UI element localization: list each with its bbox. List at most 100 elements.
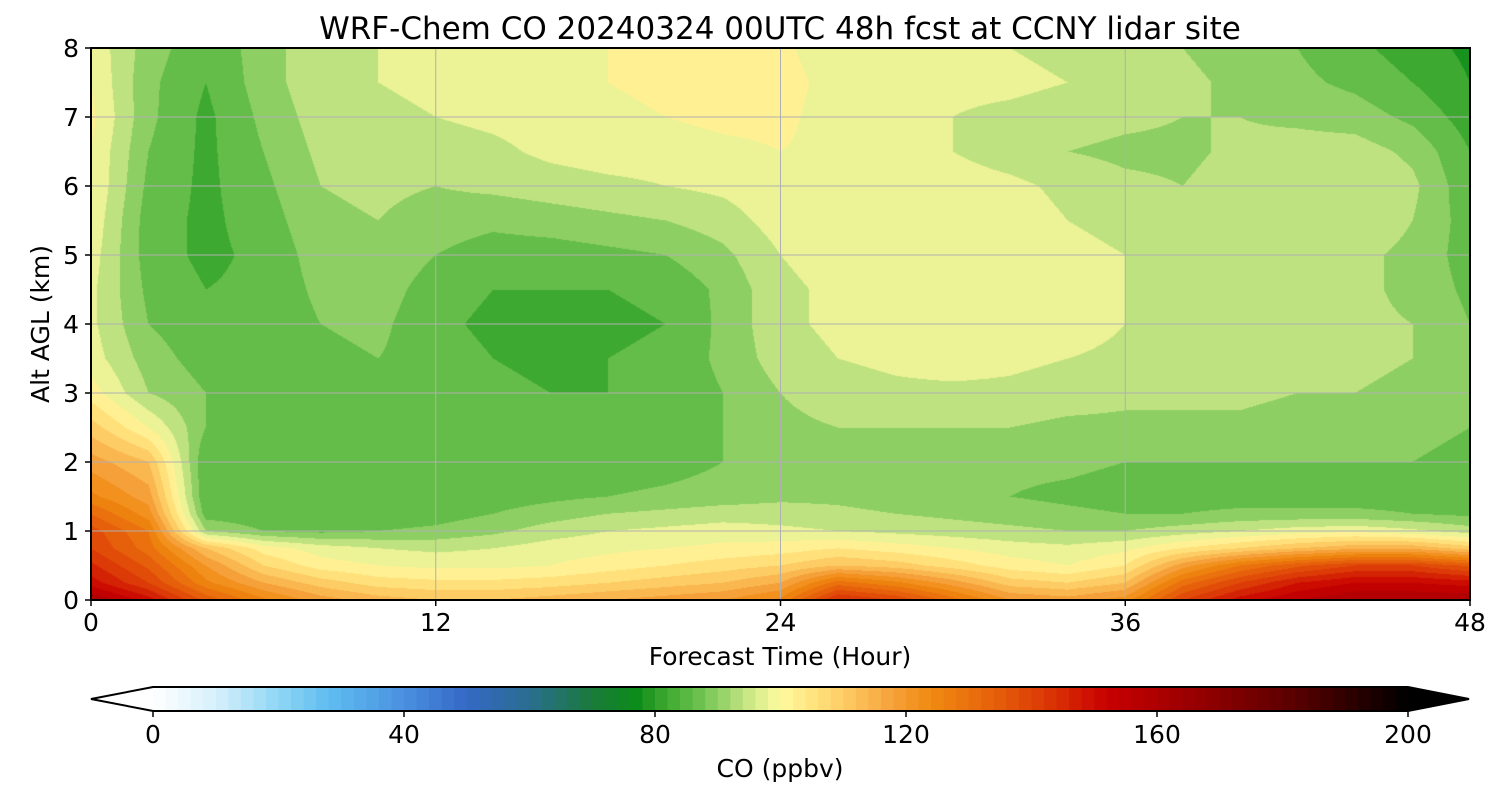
colorbar-segment (1345, 687, 1359, 711)
y-tick-label: 6 (63, 172, 79, 201)
colorbar-segment (655, 687, 669, 711)
colorbar-segment (178, 687, 192, 711)
colorbar-segment (1031, 687, 1045, 711)
colorbar-segment (617, 687, 631, 711)
colorbar-segment (265, 687, 280, 711)
x-tick-label: 0 (83, 608, 99, 637)
colorbar-segment (705, 687, 719, 711)
colorbar-segment (1006, 687, 1020, 711)
colorbar-segment (1194, 687, 1208, 711)
colorbar-segment (767, 687, 782, 711)
colorbar-segment (466, 687, 480, 711)
colorbar-segment (1131, 687, 1146, 711)
colorbar-tick-label: 120 (882, 720, 930, 749)
colorbar-segment (479, 687, 493, 711)
colorbar-segment (1182, 687, 1196, 711)
colorbar-segment (1018, 687, 1033, 711)
colorbar-segment (717, 687, 731, 711)
colorbar-segment (504, 687, 518, 711)
colorbar-segment (1119, 687, 1133, 711)
colorbar-segment (1232, 687, 1246, 711)
colorbar-segment (981, 687, 995, 711)
colorbar-segment (1307, 687, 1321, 711)
colorbar-segment (416, 687, 430, 711)
x-tick-label: 48 (1454, 608, 1486, 637)
colorbar-segment (1219, 687, 1233, 711)
colorbar-segment (1295, 687, 1309, 711)
colorbar-tick-label: 80 (639, 720, 671, 749)
colorbar-segment (529, 687, 543, 711)
colorbar-segment (680, 687, 694, 711)
colorbar-segment (1157, 687, 1171, 711)
colorbar-segment (554, 687, 568, 711)
colorbar-segment (328, 687, 342, 711)
y-tick-label: 3 (63, 379, 79, 408)
colorbar-segment (1081, 687, 1095, 711)
colorbar-segment (303, 687, 317, 711)
y-tick-label: 4 (63, 310, 79, 339)
colorbar-segment (956, 687, 970, 711)
colorbar-segment (993, 687, 1007, 711)
colorbar-segment (190, 687, 204, 711)
colorbar-segment (215, 687, 229, 711)
colorbar-tick-label: 160 (1133, 720, 1181, 749)
colorbar-segment (1320, 687, 1334, 711)
colorbar-segment (1269, 687, 1284, 711)
colorbar-segment (366, 687, 380, 711)
y-tick-label: 0 (63, 586, 79, 615)
colorbar-segment (843, 687, 857, 711)
colorbar-segment (454, 687, 468, 711)
colorbar-segment (429, 687, 443, 711)
colorbar-segment (579, 687, 593, 711)
colorbar-segment (818, 687, 832, 711)
colorbar-segment (316, 687, 330, 711)
colorbar-segment (1244, 687, 1258, 711)
colorbar-segment (1044, 687, 1058, 711)
colorbar-segment (441, 687, 455, 711)
colorbar-segment (240, 687, 254, 711)
colorbar-segment (1169, 687, 1183, 711)
colorbar-tick-label: 0 (145, 720, 161, 749)
colorbar-segment (893, 687, 907, 711)
colorbar-segment (165, 687, 179, 711)
colorbar-segment (567, 687, 581, 711)
y-axis-ticks: 0 1 2 3 4 5 6 7 8 (63, 34, 91, 615)
colorbar-segment (793, 687, 807, 711)
colorbar-segment (1282, 687, 1296, 711)
colorbar-ticks: 0 40 80 120 160 200 (145, 711, 1432, 749)
colorbar-segment (1395, 687, 1409, 711)
colorbar-segment (353, 687, 367, 711)
colorbar-extend-high (1408, 687, 1469, 711)
colorbar-segment (742, 687, 756, 711)
colorbar-segment (1144, 687, 1158, 711)
colorbar-segment (1207, 687, 1221, 711)
x-tick-label: 36 (1109, 608, 1141, 637)
colorbar-segment (780, 687, 794, 711)
y-tick-label: 8 (63, 34, 79, 63)
colorbar-segment (855, 687, 869, 711)
colorbar-segment (830, 687, 844, 711)
colorbar-segment (291, 687, 305, 711)
grid (91, 48, 1470, 600)
x-axis-ticks: 0 12 24 36 48 (83, 600, 1486, 637)
colorbar-segment (629, 687, 644, 711)
colorbar-segment (1332, 687, 1346, 711)
colorbar (90, 686, 1470, 712)
colorbar-segment (918, 687, 932, 711)
y-tick-label: 5 (63, 241, 79, 270)
x-tick-label: 12 (420, 608, 452, 637)
colorbar-segment (968, 687, 982, 711)
colorbar-segment (642, 687, 656, 711)
colorbar-segment (1094, 687, 1108, 711)
x-axis-label: Forecast Time (Hour) (649, 642, 912, 671)
colorbar-segment (404, 687, 418, 711)
colorbar-segment (203, 687, 217, 711)
colorbar-extend-low (91, 687, 153, 711)
colorbar-segment (1382, 687, 1397, 711)
y-tick-label: 2 (63, 448, 79, 477)
colorbar-segment (868, 687, 882, 711)
colorbar-segment (906, 687, 920, 711)
colorbar-segment (542, 687, 556, 711)
colorbar-segment (592, 687, 606, 711)
